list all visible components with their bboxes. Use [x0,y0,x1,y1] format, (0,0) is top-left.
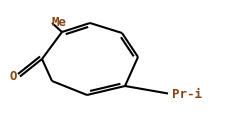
Text: Pr-i: Pr-i [172,88,202,101]
Text: O: O [9,70,17,83]
Text: Me: Me [52,16,67,30]
